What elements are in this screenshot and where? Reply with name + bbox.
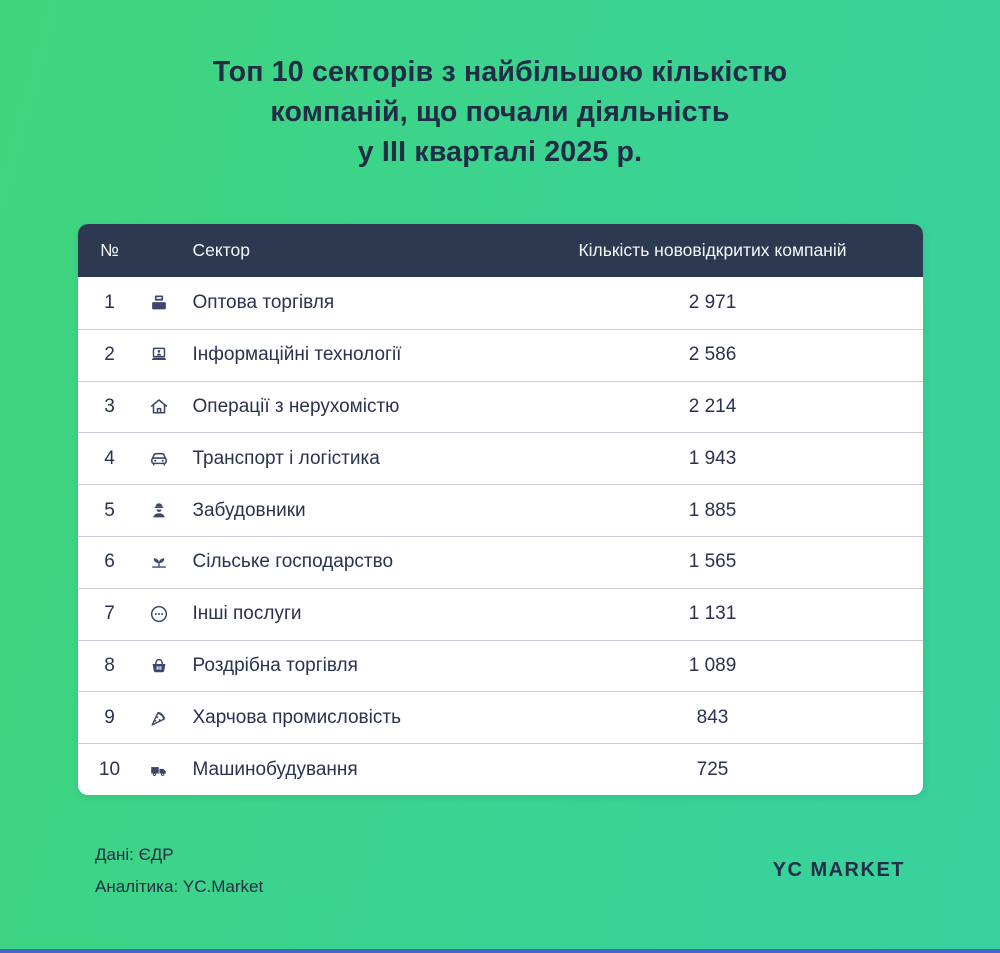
row-sector: Інші послуги: [192, 603, 302, 625]
row-rank: 3: [104, 395, 115, 417]
row-count: 2 586: [688, 344, 737, 366]
footer: Дані: ЄДР Аналітика: YC.Market YC MARKET: [75, 839, 925, 903]
row-count: 1 131: [688, 603, 737, 625]
title-line-2: компаній, що почали діяльність: [270, 96, 730, 128]
row-sector: Роздрібна торгівля: [192, 654, 358, 676]
row-sector: Інформаційні технології: [192, 344, 402, 366]
row-count: 1 885: [688, 499, 737, 521]
row-rank: 4: [104, 447, 115, 469]
shopping-basket-icon: [148, 655, 170, 677]
table-row: 10 Машинобудування 725: [77, 743, 923, 795]
row-sector: Оптова торгівля: [192, 291, 335, 313]
sectors-table: № Сектор Кількість нововідкритих компані…: [77, 224, 923, 795]
it-laptop-icon: [148, 344, 170, 366]
analytics-label: Аналітика: YC.Market: [95, 876, 264, 896]
row-rank: 2: [104, 344, 115, 366]
row-count: 2 971: [688, 291, 737, 313]
footer-source-block: Дані: ЄДР Аналітика: YC.Market: [95, 839, 263, 903]
header-sector: Сектор: [192, 240, 251, 260]
row-sector: Сільське господарство: [192, 551, 394, 573]
row-rank: 6: [104, 551, 115, 573]
row-sector: Забудовники: [192, 499, 306, 521]
header-rank: №: [100, 240, 119, 260]
table-row: 8 Роздрібна торгівля 1 089: [77, 639, 923, 692]
row-count: 1 565: [688, 551, 737, 573]
ellipsis-circle-icon: [148, 603, 170, 625]
row-sector: Операції з нерухомістю: [192, 395, 400, 417]
row-rank: 5: [104, 499, 115, 521]
wholesale-boxes-icon: [148, 292, 170, 314]
table-row: 4 Транспорт і логістика 1 943: [77, 432, 923, 485]
pizza-icon: [148, 707, 170, 729]
house-icon: [148, 396, 170, 418]
brand-logo: YC MARKET: [772, 859, 905, 882]
truck-icon: [148, 759, 170, 781]
row-rank: 1: [104, 291, 115, 313]
data-source-label: Дані: ЄДР: [95, 844, 174, 864]
sprout-icon: [148, 551, 170, 573]
header-count: Кількість нововідкритих компаній: [578, 240, 847, 260]
table-body: 1 Оптова торгівля 2 971 2 Інформаційні т…: [77, 277, 923, 795]
construction-worker-icon: [148, 500, 170, 522]
table-row: 9 Харчова промисловість 843: [77, 691, 923, 744]
row-count: 1 943: [688, 447, 737, 469]
row-count: 843: [696, 706, 729, 728]
car-icon: [148, 448, 170, 470]
table-row: 6 Сільське господарство 1 565: [77, 535, 923, 588]
table-row: 3 Операції з нерухомістю 2 214: [77, 380, 923, 433]
row-rank: 10: [98, 758, 121, 780]
table-row: 2 Інформаційні технології 2 586: [77, 328, 923, 381]
table-row: 1 Оптова торгівля 2 971: [77, 277, 923, 329]
title-line-1: Топ 10 секторів з найбільшою кількістю: [212, 56, 788, 88]
page-title: Топ 10 секторів з найбільшою кількістю к…: [0, 0, 1000, 172]
row-count: 2 214: [688, 395, 737, 417]
bottom-accent-bar: [0, 949, 1000, 953]
row-rank: 7: [104, 603, 115, 625]
table-row: 7 Інші послуги 1 131: [77, 587, 923, 640]
row-rank: 8: [104, 654, 115, 676]
row-count: 725: [696, 758, 729, 780]
row-sector: Харчова промисловість: [192, 706, 401, 728]
row-sector: Машинобудування: [192, 758, 358, 780]
table-row: 5 Забудовники 1 885: [77, 484, 923, 536]
row-count: 1 089: [688, 654, 737, 676]
title-line-3: у III кварталі 2025 р.: [357, 136, 643, 168]
row-rank: 9: [104, 706, 115, 728]
table-header-row: № Сектор Кількість нововідкритих компані…: [77, 224, 923, 277]
row-sector: Транспорт і логістика: [192, 447, 380, 469]
